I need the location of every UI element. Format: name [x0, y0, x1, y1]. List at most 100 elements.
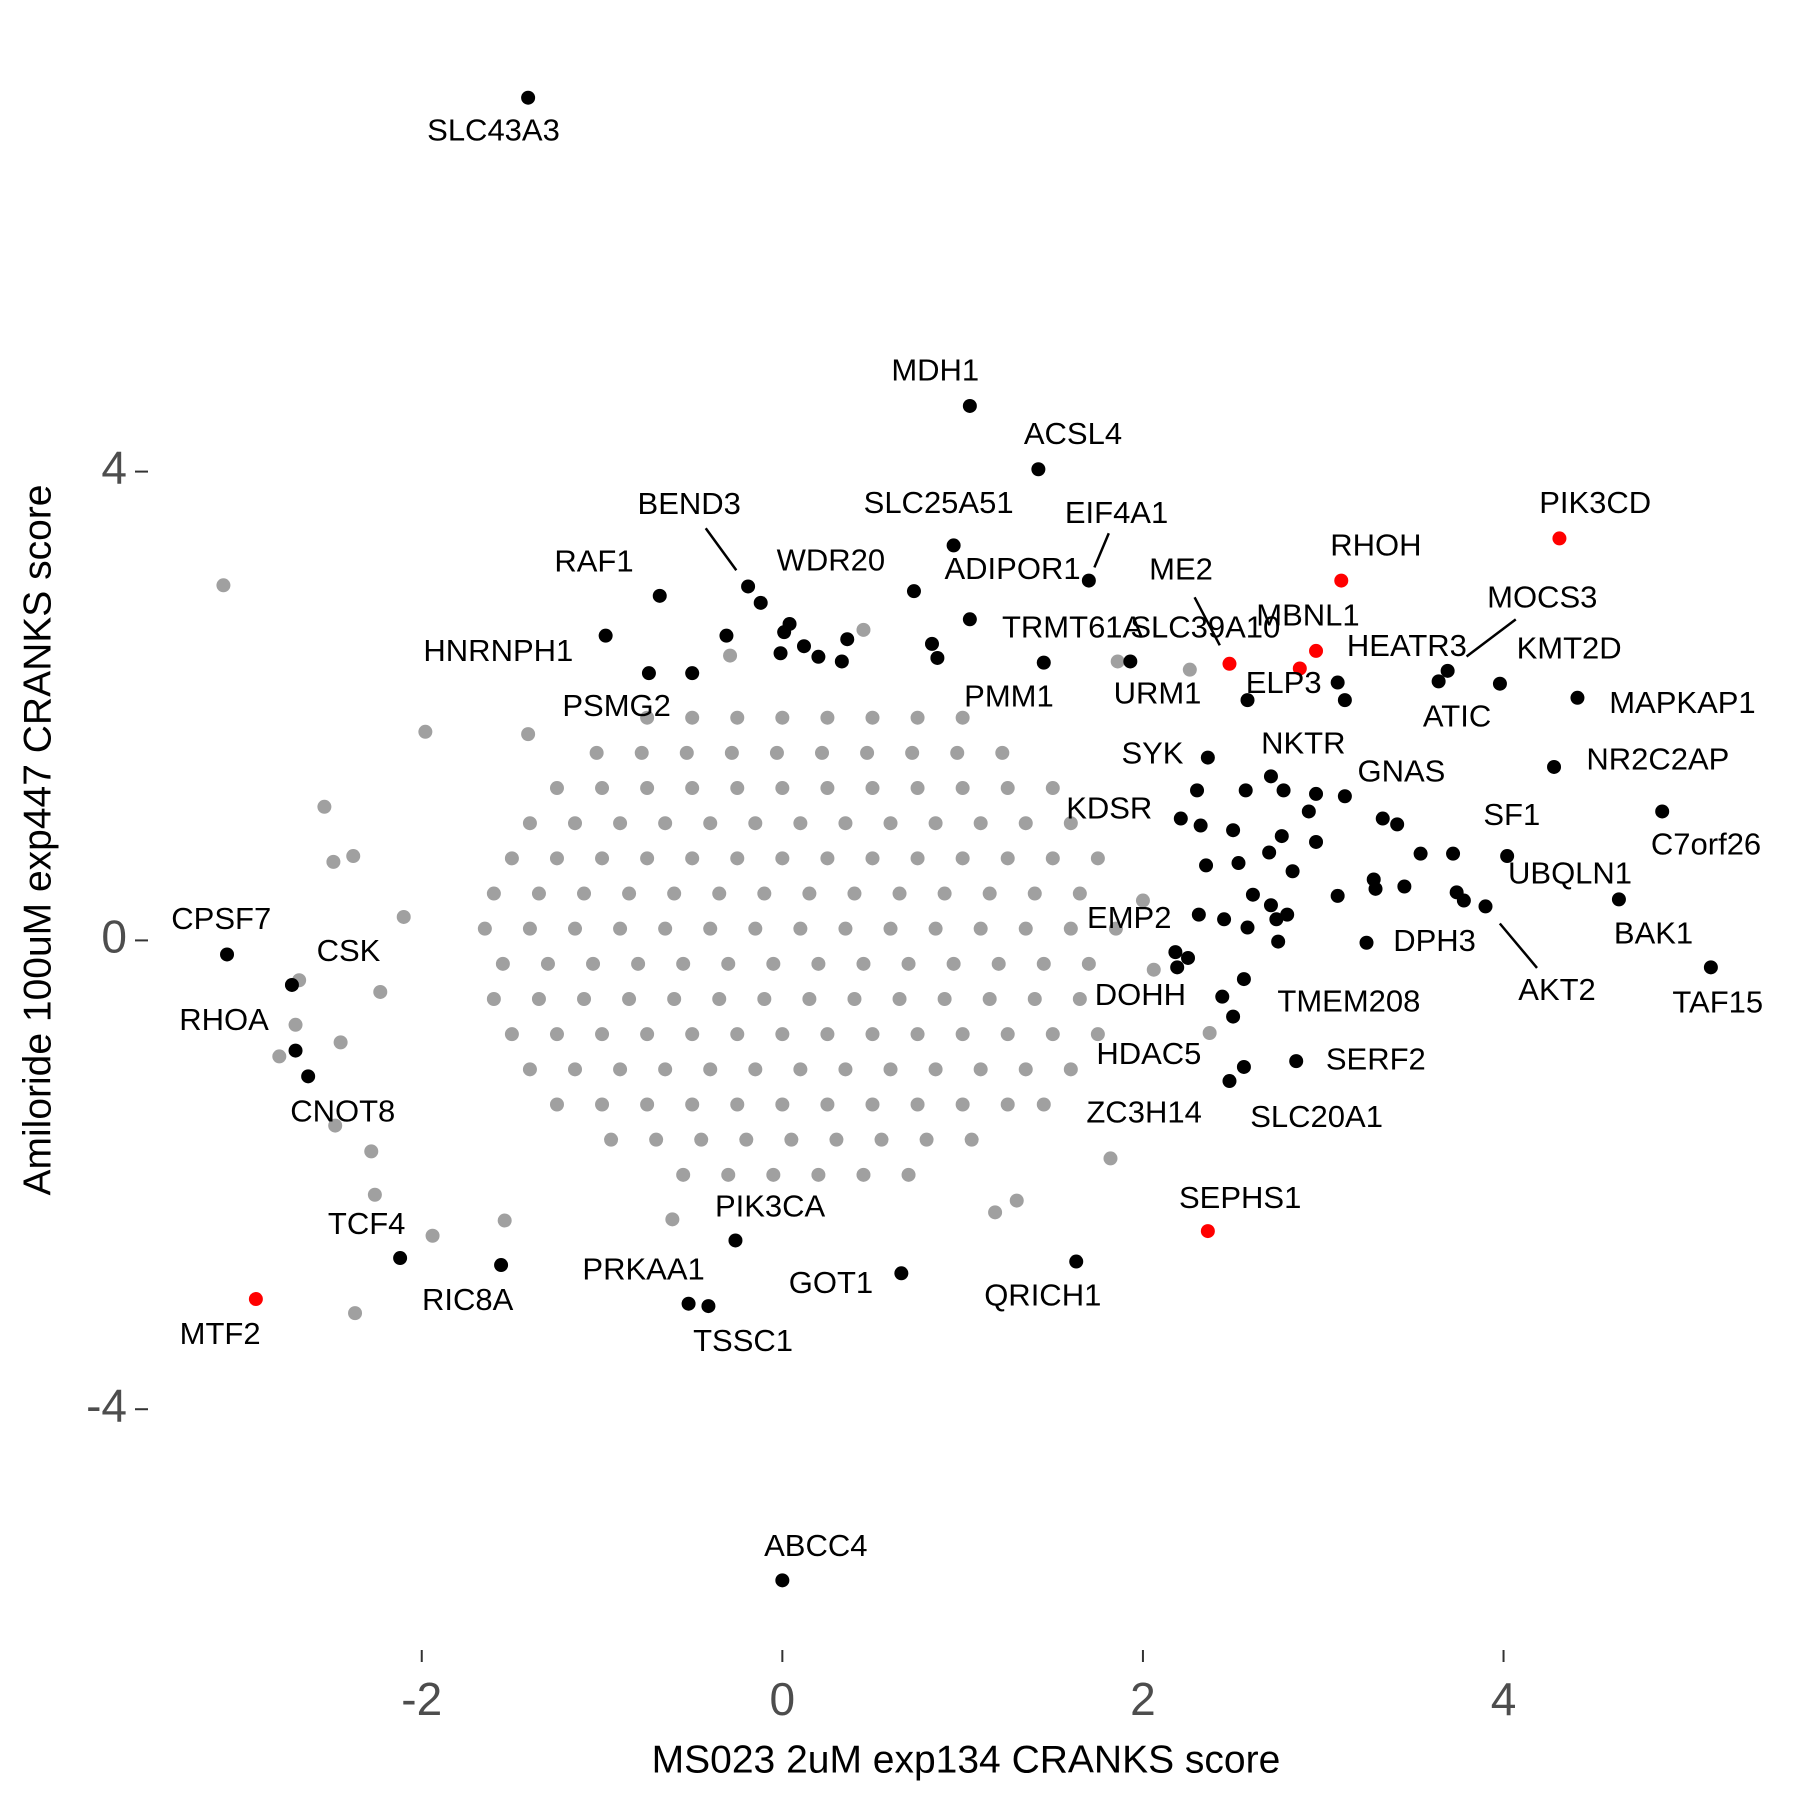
- point-label: GNAS: [1357, 753, 1445, 788]
- point: [640, 1027, 655, 1042]
- point: [748, 1062, 763, 1077]
- point-label: RHOA: [179, 1002, 269, 1037]
- point-label: HNRNPH1: [423, 633, 573, 668]
- point: [773, 646, 788, 661]
- point: [272, 1049, 287, 1064]
- point-label: C7orf26: [1651, 826, 1761, 861]
- point: [1182, 662, 1197, 677]
- point: [477, 921, 492, 936]
- point: [937, 992, 952, 1007]
- point-label: ME2: [1149, 552, 1213, 587]
- point: [910, 1027, 925, 1042]
- point: [775, 710, 790, 725]
- point: [946, 538, 961, 553]
- point: [757, 992, 772, 1007]
- point: [1018, 1062, 1033, 1077]
- point: [802, 992, 817, 1007]
- point-label: MAPKAP1: [1609, 685, 1755, 720]
- point-label: PIK3CD: [1539, 485, 1651, 520]
- point: [1449, 885, 1464, 900]
- point: [1110, 654, 1125, 669]
- point: [497, 1213, 512, 1228]
- point: [865, 781, 880, 796]
- point-label: ELP3: [1246, 665, 1322, 700]
- point: [665, 1212, 680, 1227]
- point: [766, 1167, 781, 1182]
- point: [568, 921, 583, 936]
- point: [393, 1251, 408, 1266]
- point: [775, 1097, 790, 1112]
- point: [973, 921, 988, 936]
- point: [634, 745, 649, 760]
- point: [856, 1167, 871, 1182]
- point: [486, 992, 501, 1007]
- point-label: AKT2: [1518, 972, 1596, 1007]
- point: [1036, 1097, 1051, 1112]
- point: [703, 816, 718, 831]
- point: [1309, 786, 1324, 801]
- point: [1191, 907, 1206, 922]
- point: [712, 992, 727, 1007]
- point: [815, 745, 830, 760]
- point: [595, 1027, 610, 1042]
- point: [811, 1167, 826, 1182]
- point-label: EIF4A1: [1065, 495, 1168, 530]
- point: [1063, 921, 1078, 936]
- point: [658, 921, 673, 936]
- point: [577, 992, 592, 1007]
- point: [373, 984, 388, 999]
- point: [622, 992, 637, 1007]
- x-tick-label: 2: [1130, 1673, 1156, 1725]
- point: [962, 398, 977, 413]
- point: [840, 632, 855, 647]
- point-label: KDSR: [1066, 791, 1152, 826]
- point: [640, 781, 655, 796]
- point: [775, 781, 790, 796]
- point: [856, 622, 871, 637]
- point: [820, 1027, 835, 1042]
- point: [838, 1062, 853, 1077]
- point: [1168, 945, 1183, 960]
- point: [1431, 674, 1446, 689]
- point: [589, 745, 604, 760]
- point: [1271, 934, 1286, 949]
- point: [613, 1062, 628, 1077]
- point: [883, 816, 898, 831]
- point: [701, 1299, 716, 1314]
- point: [1036, 655, 1051, 670]
- point-label: TCF4: [328, 1206, 406, 1241]
- point: [1397, 879, 1412, 894]
- point: [988, 1205, 1003, 1220]
- point: [288, 1017, 303, 1032]
- point: [640, 851, 655, 866]
- point: [1337, 789, 1352, 804]
- point: [820, 781, 835, 796]
- point-label: SLC20A1: [1250, 1099, 1383, 1134]
- point: [676, 1167, 691, 1182]
- point: [1217, 912, 1232, 927]
- point: [326, 854, 341, 869]
- point: [216, 578, 231, 593]
- point: [712, 886, 727, 901]
- point: [937, 886, 952, 901]
- point: [694, 1132, 709, 1147]
- point-label: KMT2D: [1517, 630, 1622, 665]
- point: [1285, 864, 1300, 879]
- point: [1446, 846, 1461, 861]
- point: [838, 921, 853, 936]
- leader-line: [1193, 596, 1221, 646]
- point: [730, 851, 745, 866]
- leader-line: [704, 527, 738, 572]
- point-label: PSMG2: [562, 688, 671, 723]
- point: [1135, 893, 1150, 908]
- point-label: DPH3: [1393, 923, 1476, 958]
- point: [955, 710, 970, 725]
- point: [856, 956, 871, 971]
- point: [652, 588, 667, 603]
- point-label: CPSF7: [171, 901, 271, 936]
- point-label: RHOH: [1330, 527, 1421, 562]
- point: [982, 886, 997, 901]
- point: [685, 851, 700, 866]
- y-tick-label: -4: [86, 1379, 127, 1431]
